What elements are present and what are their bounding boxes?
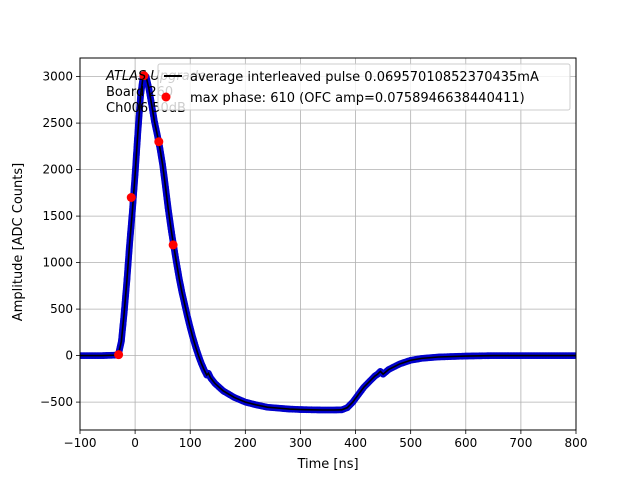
y-tick-label: 2500 bbox=[42, 116, 73, 130]
legend-swatch-marker bbox=[161, 92, 171, 102]
y-tick-label: 1000 bbox=[42, 256, 73, 270]
legend-box bbox=[157, 63, 571, 111]
x-tick-label: 700 bbox=[509, 436, 532, 450]
x-tick-label: 400 bbox=[344, 436, 367, 450]
max-phase-marker bbox=[139, 71, 149, 81]
legend-entry-max-phase: max phase: 610 (OFC amp=0.07589466384404… bbox=[190, 91, 525, 106]
max-phase-marker bbox=[126, 193, 136, 202]
annotation-line-2: Board 260 bbox=[106, 85, 173, 100]
y-tick-label: 500 bbox=[50, 302, 73, 316]
legend: average interleaved pulse 0.069570108523… bbox=[157, 63, 571, 111]
max-phase-marker bbox=[114, 350, 124, 360]
pulse-sample-markers bbox=[80, 71, 576, 414]
series-group bbox=[80, 71, 576, 414]
x-axis-label: Time [ns] bbox=[296, 457, 358, 472]
x-tick-label: 600 bbox=[454, 436, 477, 450]
x-tick-label: 800 bbox=[565, 436, 588, 450]
plot-frame bbox=[79, 57, 577, 431]
y-axis-label: Amplitude [ADC Counts] bbox=[11, 163, 26, 321]
y-tick-label: 1500 bbox=[42, 209, 73, 223]
pulse-line bbox=[80, 73, 576, 411]
y-tick-label: 0 bbox=[65, 349, 73, 363]
x-tick-label: 0 bbox=[131, 436, 139, 450]
y-tick-label: −500 bbox=[40, 395, 73, 409]
legend-entry-pulse: average interleaved pulse 0.069570108523… bbox=[190, 70, 539, 85]
y-tick-label: 3000 bbox=[42, 70, 73, 84]
x-tick-label: −100 bbox=[64, 436, 97, 450]
max-phase-marker bbox=[168, 240, 178, 250]
tick-layer: −100 0 100 200 300 400 500 600 700 800 −500 0 500 100… bbox=[40, 70, 587, 450]
data-layer bbox=[80, 71, 576, 414]
x-tick-label: 500 bbox=[399, 436, 422, 450]
max-phase-marker bbox=[154, 137, 164, 147]
x-tick-label: 300 bbox=[289, 436, 312, 450]
y-tick-label: 2000 bbox=[42, 163, 73, 177]
x-tick-label: 200 bbox=[234, 436, 257, 450]
x-tick-label: 100 bbox=[179, 436, 202, 450]
